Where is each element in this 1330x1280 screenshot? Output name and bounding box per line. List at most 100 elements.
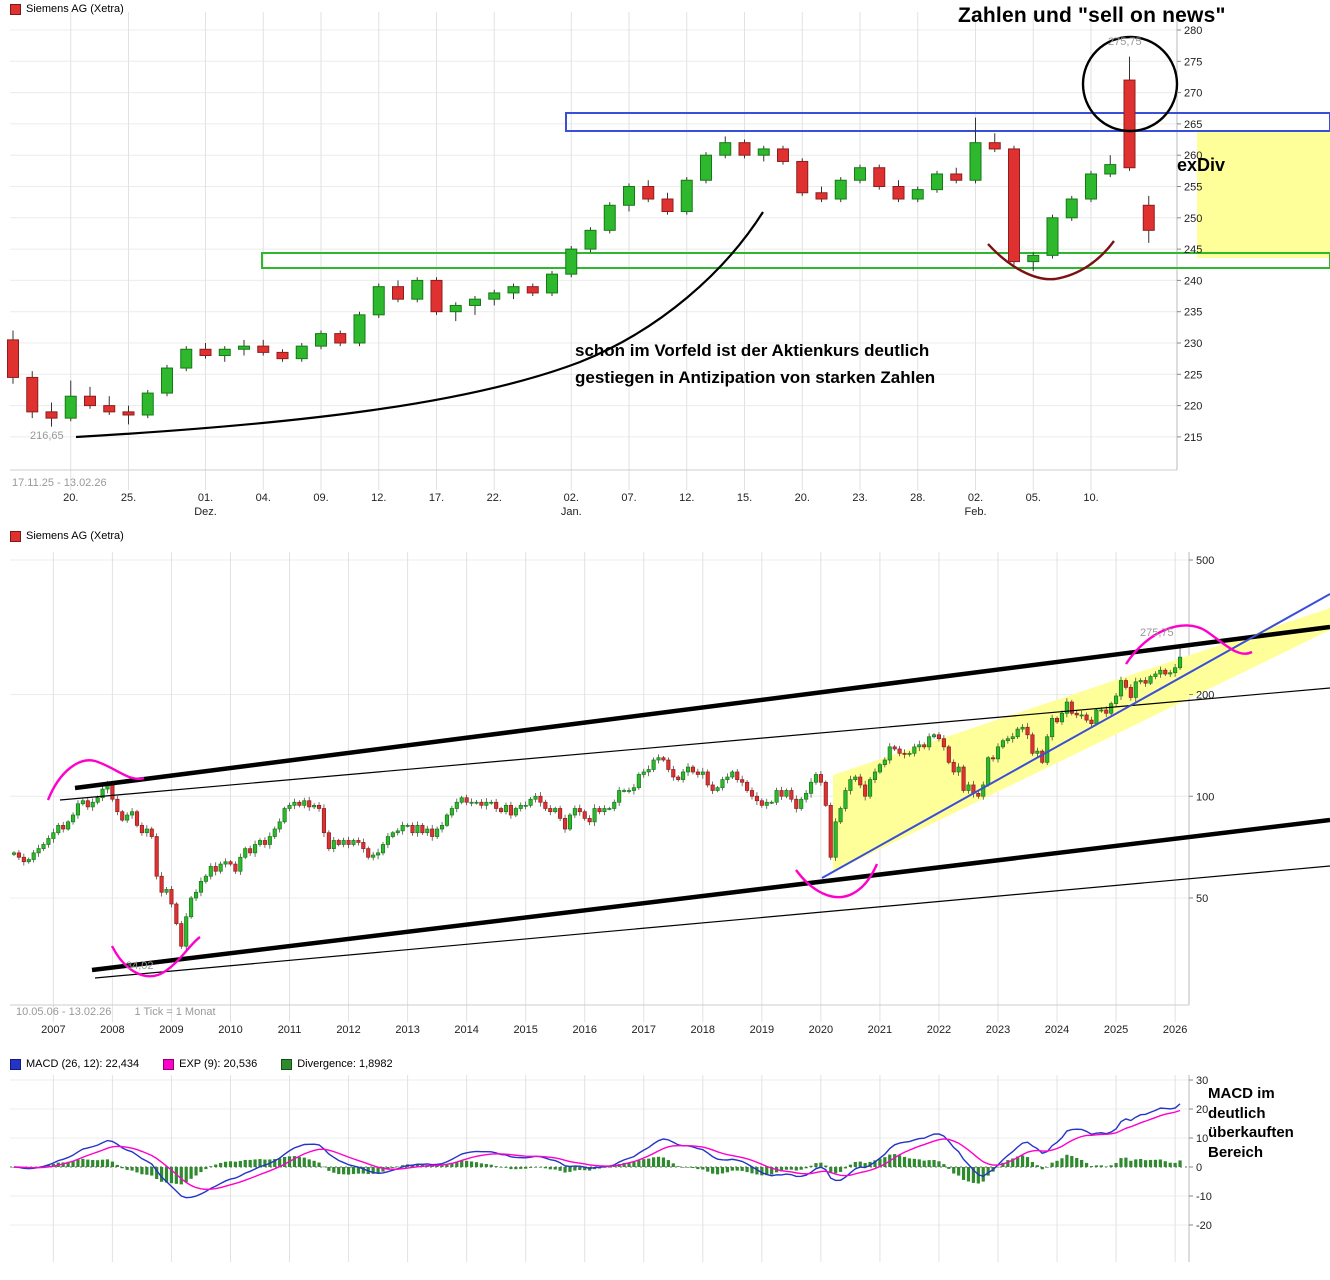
daily-x-label: 20.: [63, 492, 78, 504]
year-label: 2015: [513, 1024, 537, 1036]
daily-y-label: 275: [1184, 56, 1202, 68]
trend-curve: [75, 211, 764, 439]
daily-x-label: 05.: [1026, 492, 1041, 504]
monthly-range-label: 10.05.06 - 13.02.26 1 Tick = 1 Monat: [16, 1006, 216, 1018]
divergence-icon: [281, 1058, 293, 1070]
monthly-range-text: 10.05.06 - 13.02.26: [16, 1006, 112, 1018]
monthly-tick-note: 1 Tick = 1 Monat: [134, 1006, 216, 1018]
daily-x-label: 02.: [968, 492, 983, 504]
daily-y-label: 220: [1184, 401, 1202, 413]
year-label: 2024: [1045, 1024, 1069, 1036]
channel-line: [91, 817, 1330, 973]
channel-line: [74, 624, 1330, 791]
year-label: 2009: [159, 1024, 183, 1036]
channel-line: [821, 593, 1330, 879]
macd-y-label: -20: [1196, 1220, 1212, 1232]
year-label: 2025: [1104, 1024, 1128, 1036]
year-label: 2022: [927, 1024, 951, 1036]
daily-y-label: 235: [1184, 307, 1202, 319]
note-line-1: schon im Vorfeld ist der Aktienkurs deut…: [575, 341, 930, 360]
macd-legend: MACD (26, 12): 22,434 EXP (9): 20,536 Di…: [10, 1058, 393, 1070]
year-label: 2012: [336, 1024, 360, 1036]
daily-y-label: 215: [1184, 432, 1202, 444]
daily-range-label: 17.11.25 - 13.02.26: [12, 477, 107, 489]
divergence-legend-item: Divergence: 1,8982: [281, 1058, 393, 1070]
year-label: 2007: [41, 1024, 65, 1036]
daily-month-label: Feb.: [964, 506, 986, 518]
daily-y-label: 255: [1184, 182, 1202, 194]
exp-curve-segment: [1124, 624, 1253, 665]
macd-note-annotation: MACD im deutlich überkauften Bereich: [1208, 1085, 1294, 1161]
daily-y-label: 225: [1184, 369, 1202, 381]
exp-curve-segment: [795, 863, 879, 899]
channel-line: [94, 865, 1330, 979]
daily-x-label: 25.: [121, 492, 136, 504]
year-label: 2011: [278, 1024, 302, 1036]
highlight-circle: [1081, 35, 1179, 133]
exp-curve-segment: [46, 759, 145, 801]
resistance-zone-box: [565, 112, 1330, 132]
daily-x-label: 10.: [1083, 492, 1098, 504]
daily-x-label: 09.: [313, 492, 328, 504]
daily-y-label: 265: [1184, 119, 1202, 131]
exp-legend-item: EXP (9): 20,536: [163, 1058, 257, 1070]
year-label: 2017: [632, 1024, 656, 1036]
macd-legend-label: MACD (26, 12): 22,434: [26, 1058, 140, 1070]
daily-x-label: 01.: [198, 492, 213, 504]
daily-high-value: 275,75: [1108, 36, 1142, 48]
daily-x-label: 23.: [852, 492, 867, 504]
yellow-highlight-zone: [1197, 132, 1330, 258]
macd-legend-item: MACD (26, 12): 22,434: [10, 1058, 139, 1070]
macd-line-icon: [10, 1058, 21, 1070]
daily-legend-label: Siemens AG (Xetra): [26, 3, 124, 15]
year-label: 2014: [454, 1024, 478, 1036]
daily-y-label: 250: [1184, 213, 1202, 225]
year-label: 2023: [986, 1024, 1010, 1036]
daily-low-value: 216,65: [30, 430, 64, 442]
exdiv-annotation: exDiv: [1177, 155, 1226, 175]
year-label: 2016: [572, 1024, 596, 1036]
monthly-y-label: 100: [1196, 791, 1214, 803]
daily-x-label: 02.: [564, 492, 579, 504]
exp-line: [13, 1109, 1181, 1191]
year-label: 2021: [868, 1024, 892, 1036]
divergence-legend-label: Divergence: 1,8982: [297, 1058, 393, 1070]
daily-y-label: 230: [1184, 338, 1202, 350]
monthly-legend: Siemens AG (Xetra): [10, 530, 124, 542]
daily-legend: Siemens AG (Xetra): [10, 3, 124, 15]
macd-chart: 30 20 10 0 -10 -20: [10, 1075, 1212, 1262]
daily-month-label: Dez.: [194, 506, 217, 518]
macd-y-label: -10: [1196, 1191, 1212, 1203]
exp-curve-segment: [110, 936, 201, 978]
year-label: 2013: [395, 1024, 419, 1036]
year-label: 2019: [750, 1024, 774, 1036]
daily-x-label: 12.: [371, 492, 386, 504]
monthly-legend-label: Siemens AG (Xetra): [26, 530, 124, 542]
exp-legend-label: EXP (9): 20,536: [179, 1058, 258, 1070]
yellow-wedge: [833, 608, 1330, 872]
support-zone-box: [261, 252, 1330, 269]
daily-chart: 280 275 270 265 260 255 250 245 240 235 230 225 220 2…: [7, 12, 1330, 518]
monthly-y-label: 500: [1196, 555, 1214, 567]
monthly-y-label: 200: [1196, 690, 1214, 702]
daily-x-label: 22.: [487, 492, 502, 504]
daily-x-label: 12.: [679, 492, 694, 504]
monthly-low-value: 34,02: [126, 960, 154, 972]
headline-annotation: Zahlen und "sell on news": [958, 4, 1226, 27]
daily-x-label: 07.: [621, 492, 636, 504]
year-label: 2008: [100, 1024, 124, 1036]
monthly-y-label: 50: [1196, 893, 1208, 905]
daily-y-label: 260: [1184, 150, 1202, 162]
exp-line-icon: [163, 1058, 175, 1070]
macd-y-label: 20: [1196, 1104, 1208, 1116]
year-label: 2018: [691, 1024, 715, 1036]
macd-y-label: 10: [1196, 1133, 1208, 1145]
year-label: 2010: [218, 1024, 242, 1036]
instrument-icon: [10, 530, 21, 542]
daily-month-label: Jan.: [561, 506, 582, 518]
year-label: 2020: [809, 1024, 833, 1036]
daily-y-label: 270: [1184, 88, 1202, 100]
monthly-chart: 2007 2008 2009 2010 2011 2012 2013 2014 2015 2016…: [10, 552, 1330, 1036]
